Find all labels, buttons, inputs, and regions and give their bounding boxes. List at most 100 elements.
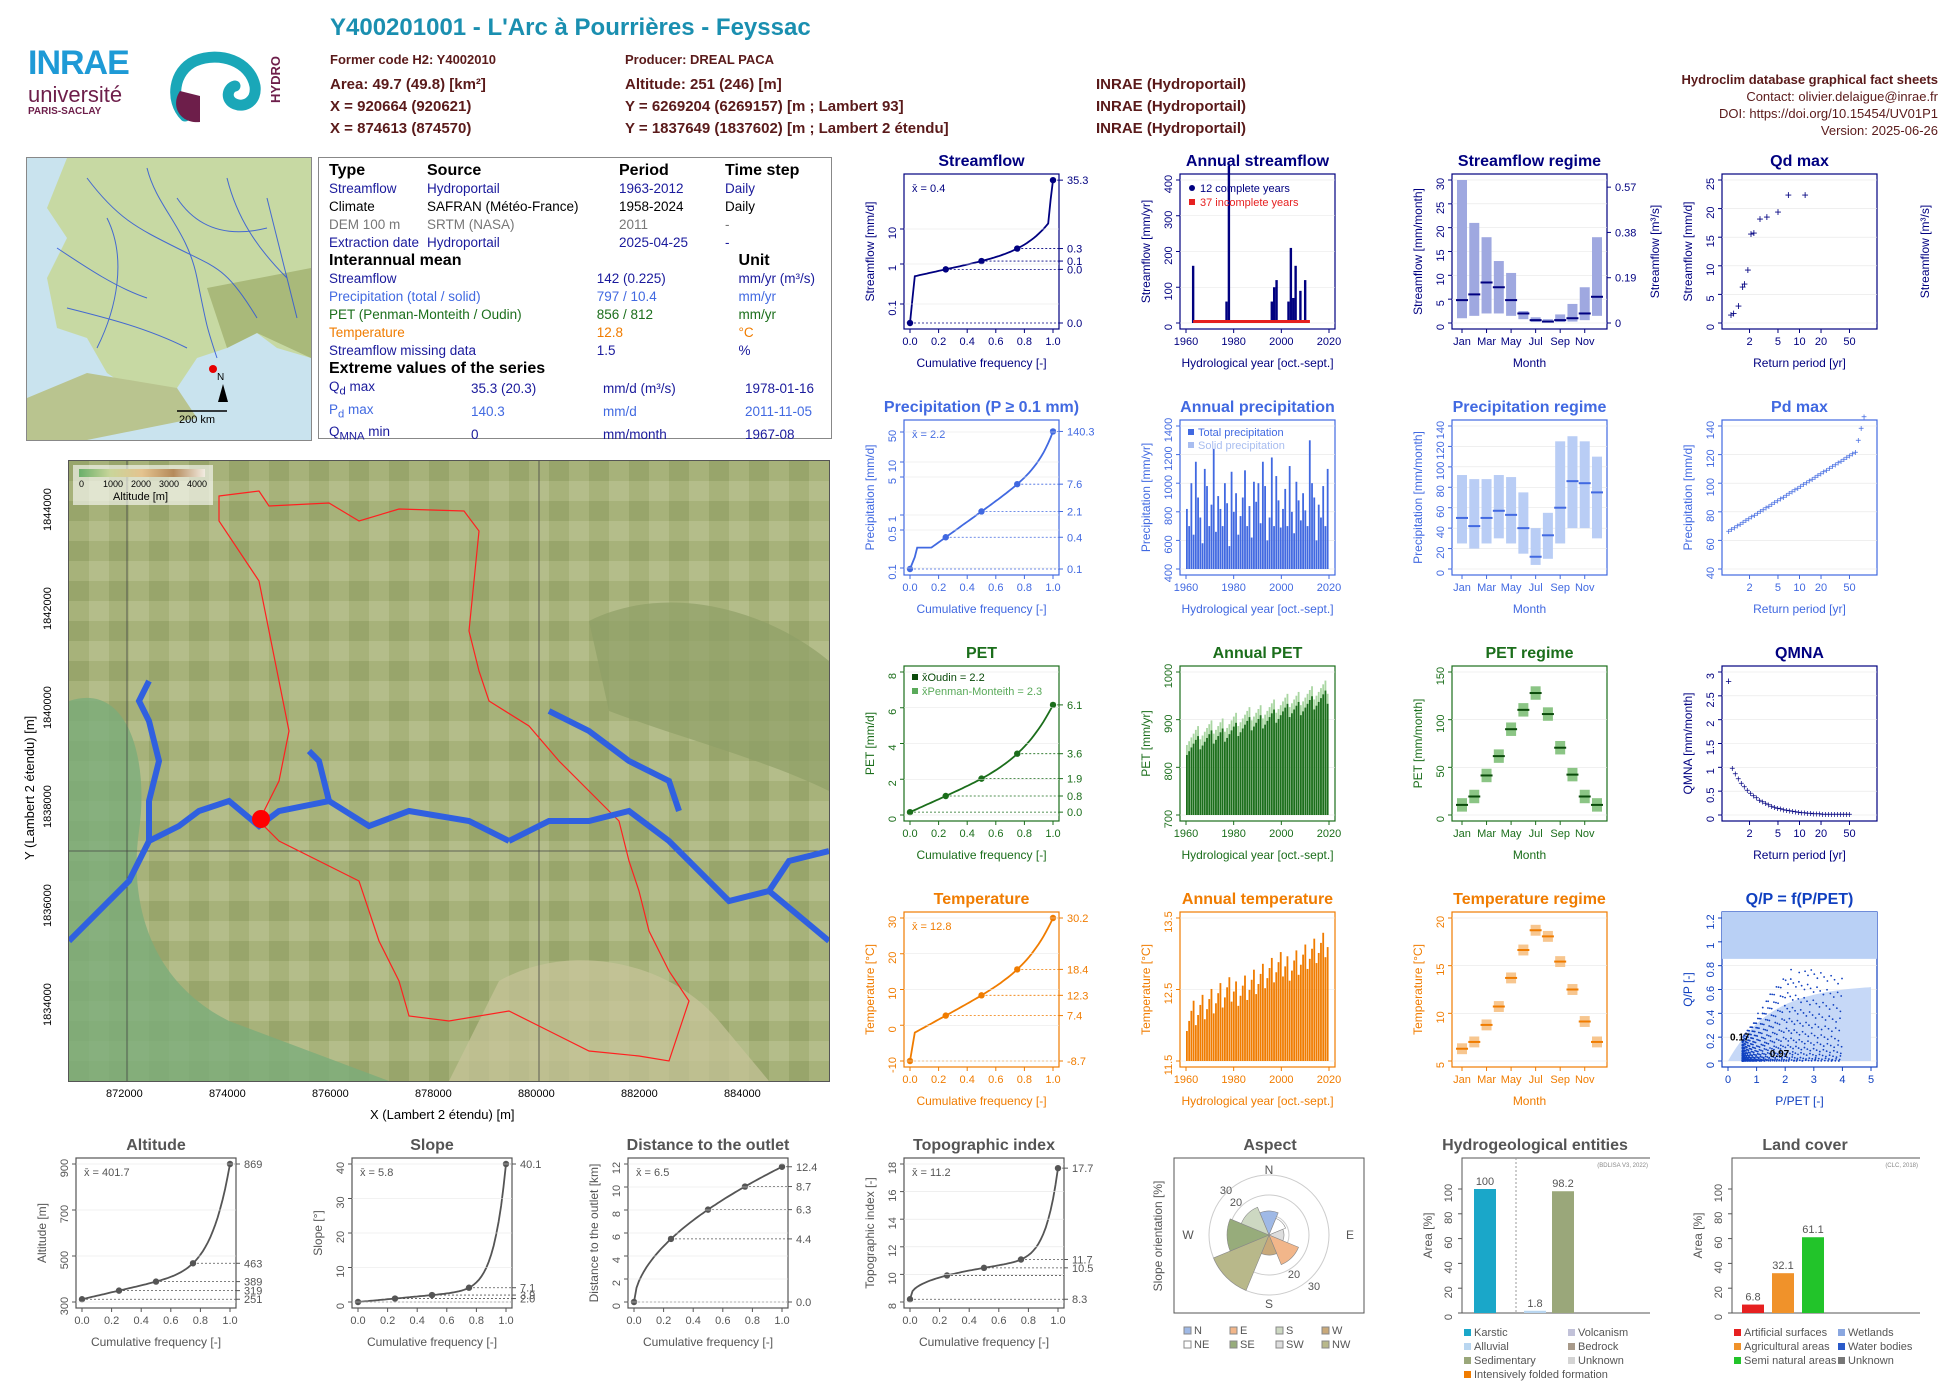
x-tick-label: 2000: [1269, 828, 1293, 840]
former-code: Former code H2: Y4002010: [330, 52, 496, 67]
qp-point: [1818, 1006, 1821, 1008]
annual-bar: [1192, 1000, 1195, 1061]
qp-point: [1810, 1042, 1812, 1044]
pet-bar-oudin: [1275, 722, 1278, 815]
mean-label: x̄ = 401.7: [84, 1167, 130, 1179]
inrae-logo: INRAE: [28, 44, 130, 82]
qp-title: Q/P = f(P/PET): [1746, 891, 1854, 908]
qp-point: [1749, 1026, 1752, 1029]
qp-point: [1765, 1048, 1768, 1051]
qp-point: [1779, 1010, 1781, 1013]
landcover-legend-swatch: [1734, 1343, 1741, 1350]
x-tick-label: 0.8: [193, 1315, 208, 1327]
annual-bar: [1299, 964, 1302, 1061]
missing-unit: %: [738, 343, 751, 358]
qp-point: [1759, 1022, 1762, 1025]
annual-bar: [1302, 493, 1304, 569]
pet-bar-oudin: [1192, 743, 1195, 815]
qmna-point: +: [1765, 801, 1771, 812]
map-ytick-1842000: 1842000: [42, 587, 54, 630]
qp-point: [1826, 988, 1828, 991]
annual-bar: [1317, 504, 1320, 569]
y-tick-label: 300: [1163, 211, 1175, 229]
qp-point: [1833, 1046, 1836, 1049]
qd_max-xlabel: Return period [yr]: [1753, 356, 1846, 370]
row-streamflow-step: Daily: [725, 181, 756, 196]
qp-point: [1761, 1052, 1764, 1055]
annual-bar: [1313, 497, 1316, 569]
qp-point: [1790, 1059, 1793, 1061]
landcover-bar: [1802, 1237, 1824, 1313]
alt-tick-3000: 3000: [159, 479, 180, 489]
pdmax-point: +: [1749, 513, 1755, 524]
landcover-legend-label: Semi natural areas: [1744, 1355, 1837, 1367]
qd_max-ylabel-right: Streamflow [m³/s]: [1918, 205, 1932, 298]
compass-e: E: [1346, 1228, 1354, 1242]
altitude_cdf-chart: Altitude Cumulative frequency [-] Altitude…: [35, 1137, 262, 1349]
x-tick-label: 0.8: [1017, 582, 1032, 594]
annual-bar: [1294, 265, 1297, 323]
qmna-point: +: [1768, 802, 1774, 813]
annual-bar: [1324, 957, 1327, 1061]
qp-point: [1809, 1052, 1811, 1055]
qmna-point: +: [1792, 808, 1798, 819]
x-tick-label: Jan: [1453, 1074, 1471, 1086]
annual_precip-chart: Annual precipitation Hydrological year [o…: [1139, 399, 1341, 616]
x-tick-label: 2: [1746, 336, 1752, 348]
qp-point: [1817, 1026, 1820, 1028]
annual-bar: [1215, 531, 1217, 569]
y-tick-label: 100: [1443, 1184, 1455, 1202]
qp-point: [1832, 996, 1835, 998]
doi-link[interactable]: DOI: https://doi.org/10.15454/UV01P1: [1719, 106, 1938, 121]
pet-bar-oudin: [1326, 703, 1329, 815]
y-tick-label: 80: [1435, 485, 1447, 497]
y-tick-label: 0.2: [1705, 1034, 1717, 1049]
missing-label: Streamflow missing data: [329, 343, 477, 358]
annual-bar: [1194, 461, 1197, 569]
x-tick-label: May: [1501, 828, 1522, 840]
hydrogeo-legend-label: Intensively folded formation: [1474, 1369, 1608, 1381]
qp-point: [1808, 1024, 1810, 1027]
qp-point: [1782, 1045, 1784, 1048]
qp-point: [1794, 1052, 1797, 1055]
interannual-head: Interannual mean: [329, 252, 462, 269]
regime-box: [1481, 479, 1492, 544]
pdmax-point: +: [1760, 505, 1766, 516]
qp-point: [1778, 1059, 1780, 1062]
qmna-point: +: [1759, 798, 1765, 809]
row-climate-source: SAFRAN (Météo-France): [427, 199, 579, 214]
qp-point: [1798, 1038, 1801, 1041]
qp-point: [1771, 993, 1774, 996]
pet-bar-oudin: [1244, 724, 1246, 815]
qp-point: [1757, 1058, 1760, 1060]
qp-point: [1785, 1059, 1788, 1062]
pd_max-xlabel: Return period [yr]: [1753, 602, 1846, 616]
col-source: Source: [427, 162, 482, 179]
pdmax-point: +: [1783, 491, 1789, 502]
y-tick-label: 10: [887, 460, 899, 472]
annual-bar: [1279, 527, 1282, 569]
y-tick-label: 0.1: [887, 564, 899, 579]
y-tick-label: 0: [1443, 1314, 1455, 1320]
qp-point: [1828, 1008, 1831, 1011]
qp-point: [1778, 1029, 1781, 1032]
col-period: Period: [619, 162, 669, 179]
qp-point: [1759, 1031, 1762, 1034]
mean-label: x̄ = 2.2: [912, 429, 945, 441]
legend-oudin: x̄Oudin = 2.2: [922, 672, 985, 684]
annual-bar: [1221, 1007, 1224, 1061]
y-tick-label: 4: [887, 744, 899, 750]
pet_regime-chart: PET regime Month PET [mm/month] Jan Mar May Ju…: [1411, 645, 1608, 862]
hydrogeo-legend-swatch: [1464, 1371, 1471, 1378]
qmna-point: +: [1820, 810, 1826, 821]
pet-bar-oudin: [1266, 720, 1269, 815]
x-tick-label: 0.0: [902, 336, 917, 348]
pet-bar-oudin: [1270, 713, 1273, 815]
qmna-point: +: [1844, 810, 1850, 821]
right-tick-label: 0.1: [1067, 256, 1082, 268]
legend-swatch: [1188, 442, 1194, 448]
map-xlabel: X (Lambert 2 étendu) [m]: [370, 1107, 515, 1122]
pet-bar-oudin: [1291, 713, 1293, 815]
qp-point: [1835, 1057, 1837, 1060]
map-xtick-878000: 878000: [415, 1088, 452, 1100]
